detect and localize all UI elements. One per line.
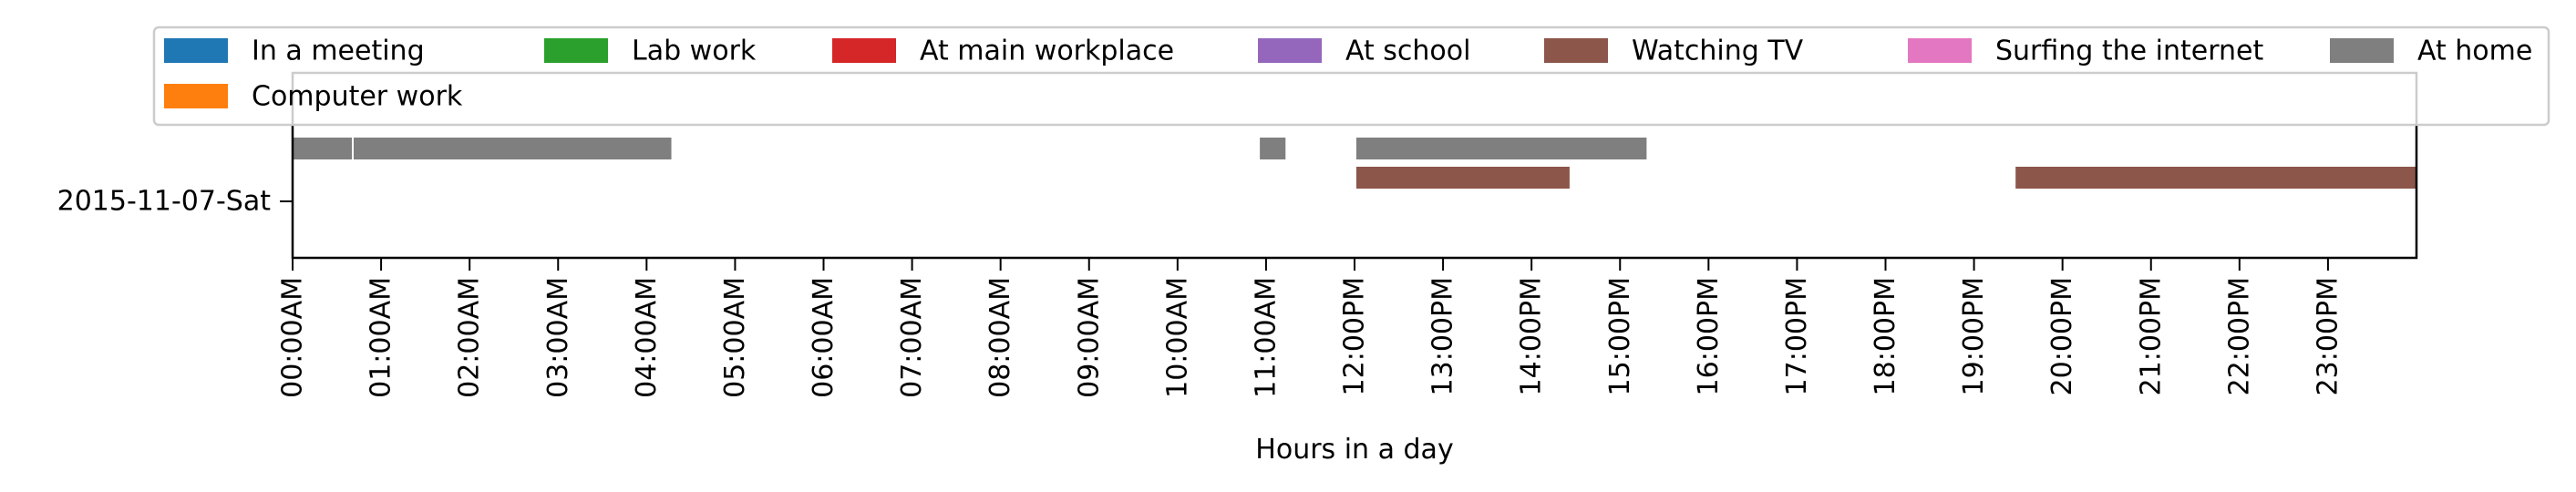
legend: In a meeting Lab work At main workplace At … [152, 26, 2550, 127]
y-tick-label: 2015-11-07-Sat [57, 186, 272, 218]
bar-at-home-2 [1260, 138, 1286, 159]
legend-swatch [1544, 38, 1608, 63]
bar-watching-tv-0 [1355, 167, 1570, 189]
legend-label: In a meeting [252, 36, 425, 67]
legend-label: At school [1345, 36, 1470, 67]
bar-at-home-0 [293, 138, 353, 159]
legend-swatch [2330, 38, 2394, 63]
legend-label: At home [2417, 36, 2532, 67]
bar-watching-tv-1 [2015, 167, 2416, 189]
y-axis-ticks: 2015-11-07-Sat [57, 186, 293, 218]
x-tick-label: 10:00AM [1161, 277, 1193, 398]
x-tick-label: 01:00AM [366, 277, 397, 398]
x-tick-label: 11:00AM [1250, 277, 1282, 398]
x-tick-label: 00:00AM [277, 277, 309, 398]
x-tick-label: 08:00AM [984, 277, 1016, 398]
x-tick-label: 16:00PM [1693, 277, 1725, 395]
x-tick-label: 09:00AM [1073, 277, 1105, 398]
x-tick-label: 04:00AM [631, 277, 663, 398]
x-axis-label: Hours in a day [1255, 434, 1453, 466]
bar-at-home-3 [1355, 138, 1647, 159]
x-tick-label: 02:00AM [454, 277, 486, 398]
legend-label: Surfing the internet [1995, 36, 2263, 67]
x-tick-label: 18:00PM [1870, 277, 1901, 395]
legend-label: Watching TV [1632, 36, 1804, 67]
legend-label: At main workplace [920, 36, 1174, 67]
x-tick-label: 20:00PM [2046, 277, 2078, 395]
bar-at-home-1 [353, 138, 672, 159]
x-tick-label: 12:00PM [1339, 277, 1371, 395]
legend-swatch [1908, 38, 1972, 63]
x-tick-label: 22:00PM [2223, 277, 2255, 395]
x-tick-label: 03:00AM [542, 277, 574, 398]
x-tick-label: 23:00PM [2312, 277, 2344, 395]
x-tick-label: 14:00PM [1516, 277, 1548, 395]
x-tick-label: 06:00AM [808, 277, 840, 398]
x-tick-label: 13:00PM [1427, 277, 1459, 395]
bars-layer [293, 138, 2416, 189]
legend-label: Lab work [632, 36, 757, 67]
legend-swatch [164, 38, 228, 63]
legend-label: Computer work [252, 81, 463, 113]
legend-swatch [544, 38, 608, 63]
x-tick-label: 15:00PM [1604, 277, 1636, 395]
x-tick-label: 17:00PM [1781, 277, 1813, 395]
legend-swatch [164, 84, 228, 108]
x-tick-label: 05:00AM [719, 277, 751, 398]
x-tick-label: 21:00PM [2135, 277, 2167, 395]
legend-swatch [1258, 38, 1322, 63]
legend-swatch [832, 38, 896, 63]
x-tick-label: 19:00PM [1958, 277, 1990, 395]
x-axis-ticks: 00:00AM 01:00AM 02:00AM 03:00AM 04:00AM 05:00… [277, 258, 2344, 398]
x-tick-label: 07:00AM [896, 277, 928, 398]
